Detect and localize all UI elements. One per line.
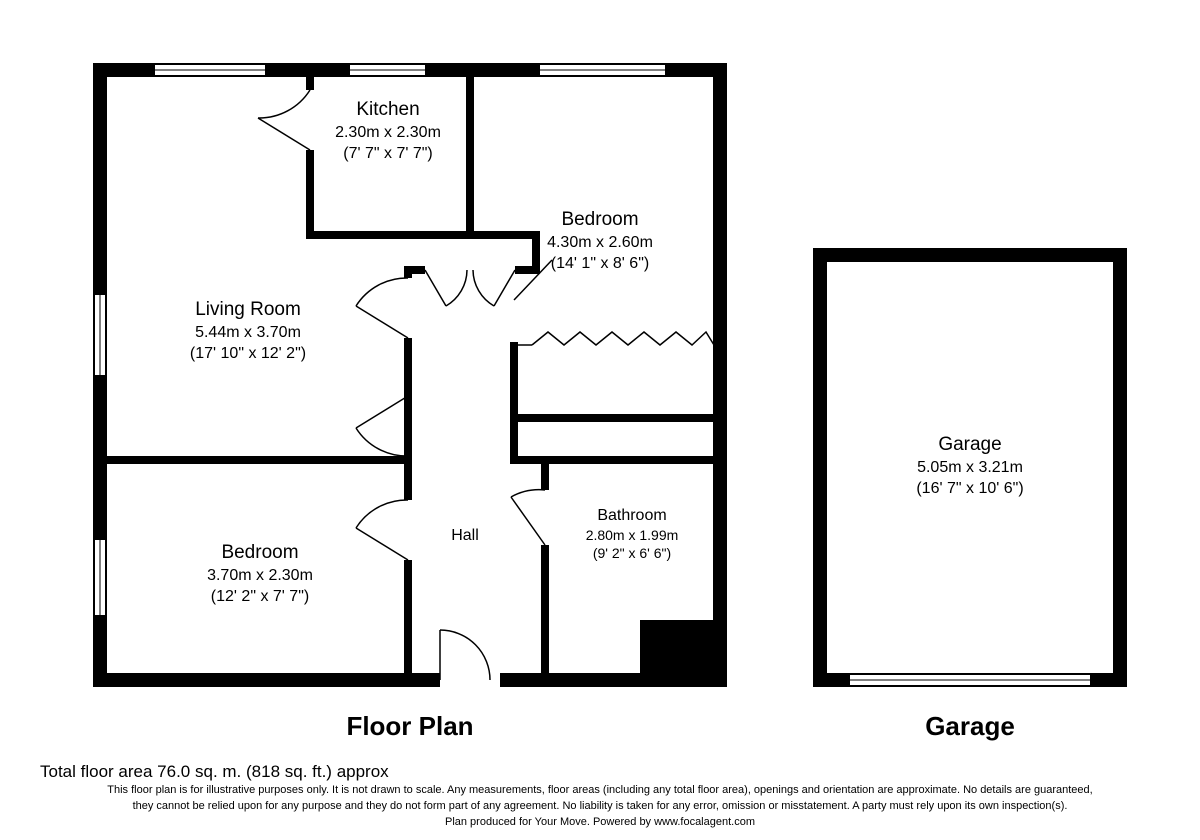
footer: Total floor area 76.0 sq. m. (818 sq. ft…: [40, 762, 1160, 829]
hall-name: Hall: [451, 527, 479, 544]
garage-name: Garage: [938, 434, 1001, 455]
floorplan-svg: Kitchen 2.30m x 2.30m (7' 7" x 7' 7") Be…: [0, 0, 1200, 760]
living-dim-m: 5.44m x 3.70m: [195, 324, 301, 341]
bedroom2-dim-m: 3.70m x 2.30m: [207, 567, 313, 584]
kitchen-dim-ft: (7' 7" x 7' 7"): [343, 145, 433, 162]
bathroom-dim-m: 2.80m x 1.99m: [586, 527, 679, 543]
footer-fine3: Plan produced for Your Move. Powered by …: [40, 816, 1160, 830]
kitchen-dim-m: 2.30m x 2.30m: [335, 124, 441, 141]
main-title: Floor Plan: [346, 711, 473, 741]
living-name: Living Room: [195, 299, 301, 320]
bedroom2-dim-ft: (12' 2" x 7' 7"): [211, 588, 309, 605]
garage-title: Garage: [925, 711, 1015, 741]
house-labels: Kitchen 2.30m x 2.30m (7' 7" x 7' 7") Be…: [190, 99, 678, 605]
bedroom1-dim-ft: (14' 1" x 8' 6"): [551, 255, 649, 272]
footer-fine2: they cannot be relied upon for any purpo…: [40, 800, 1160, 814]
bathroom-dim-ft: (9' 2" x 6' 6"): [593, 545, 671, 561]
garage-dim-ft: (16' 7" x 10' 6"): [916, 480, 1023, 497]
bedroom2-name: Bedroom: [221, 542, 298, 563]
footer-total: Total floor area 76.0 sq. m. (818 sq. ft…: [40, 762, 1160, 782]
bedroom1-dim-m: 4.30m x 2.60m: [547, 234, 653, 251]
bedroom1-name: Bedroom: [561, 209, 638, 230]
bathroom-name: Bathroom: [597, 507, 666, 524]
kitchen-name: Kitchen: [356, 99, 419, 120]
garage-dim-m: 5.05m x 3.21m: [917, 459, 1023, 476]
floorplan-page: Kitchen 2.30m x 2.30m (7' 7" x 7' 7") Be…: [0, 0, 1200, 840]
footer-fine1: This floor plan is for illustrative purp…: [40, 784, 1160, 798]
living-dim-ft: (17' 10" x 12' 2"): [190, 345, 306, 362]
garage-labels: Garage 5.05m x 3.21m (16' 7" x 10' 6"): [916, 434, 1023, 497]
